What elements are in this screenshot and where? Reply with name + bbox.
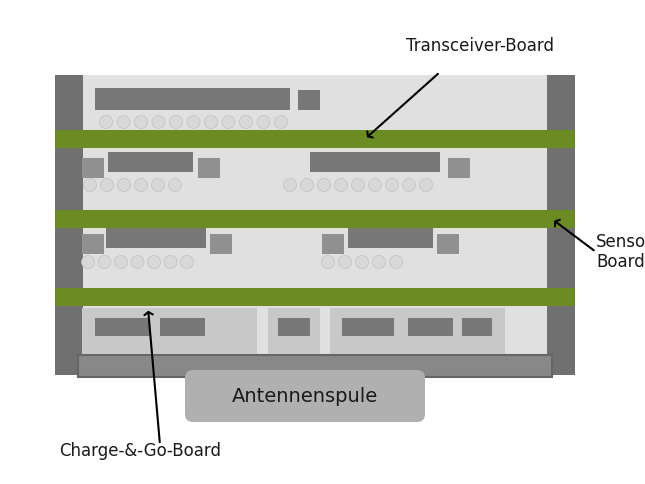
Circle shape [419, 179, 433, 192]
Circle shape [187, 116, 200, 128]
Circle shape [257, 116, 270, 128]
Circle shape [168, 179, 181, 192]
Bar [78, 355, 552, 377]
Bar [322, 234, 344, 254]
Circle shape [352, 179, 364, 192]
Circle shape [135, 179, 148, 192]
Circle shape [275, 116, 288, 128]
Circle shape [181, 256, 194, 269]
Bar [83, 75, 547, 375]
Bar [55, 288, 575, 306]
Bar [95, 318, 150, 336]
Bar [78, 355, 552, 377]
Circle shape [99, 116, 112, 128]
Bar [342, 318, 394, 336]
Circle shape [83, 179, 97, 192]
Bar [330, 308, 505, 354]
Bar [298, 90, 320, 110]
Circle shape [81, 256, 95, 269]
Bar [55, 75, 83, 375]
Bar [348, 228, 433, 248]
Circle shape [148, 256, 161, 269]
Bar [198, 158, 220, 178]
Bar [106, 228, 206, 248]
Bar [95, 88, 290, 110]
Bar [408, 318, 453, 336]
Text: Antennenspule: Antennenspule [232, 387, 378, 406]
Text: Transceiver-Board: Transceiver-Board [406, 37, 554, 55]
Text: Charge-&-Go-Board: Charge-&-Go-Board [59, 442, 221, 460]
Circle shape [152, 179, 164, 192]
Bar [462, 318, 492, 336]
Circle shape [386, 179, 399, 192]
Circle shape [117, 116, 130, 128]
Bar [82, 234, 104, 254]
Circle shape [101, 179, 114, 192]
Circle shape [222, 116, 235, 128]
Bar [108, 152, 193, 172]
Circle shape [164, 256, 177, 269]
FancyBboxPatch shape [185, 370, 425, 422]
Circle shape [117, 179, 130, 192]
Bar [55, 130, 575, 148]
Bar [160, 318, 205, 336]
Bar [278, 318, 310, 336]
Circle shape [152, 116, 165, 128]
Bar [82, 308, 257, 354]
Circle shape [368, 179, 381, 192]
Circle shape [335, 179, 348, 192]
Circle shape [373, 256, 386, 269]
Circle shape [284, 179, 297, 192]
Circle shape [204, 116, 217, 128]
Bar [55, 210, 575, 228]
Bar [310, 152, 440, 172]
Bar [437, 234, 459, 254]
Circle shape [301, 179, 313, 192]
Text: Sensor-
Board: Sensor- Board [596, 233, 645, 272]
Circle shape [317, 179, 330, 192]
Circle shape [98, 256, 111, 269]
Bar [82, 158, 104, 178]
Circle shape [321, 256, 335, 269]
Circle shape [239, 116, 252, 128]
Circle shape [170, 116, 183, 128]
Bar [268, 308, 320, 354]
Bar [210, 234, 232, 254]
Circle shape [339, 256, 352, 269]
Bar [547, 75, 575, 375]
Circle shape [390, 256, 402, 269]
Circle shape [131, 256, 144, 269]
Circle shape [115, 256, 128, 269]
Circle shape [355, 256, 368, 269]
Circle shape [135, 116, 148, 128]
Circle shape [402, 179, 415, 192]
Bar [448, 158, 470, 178]
